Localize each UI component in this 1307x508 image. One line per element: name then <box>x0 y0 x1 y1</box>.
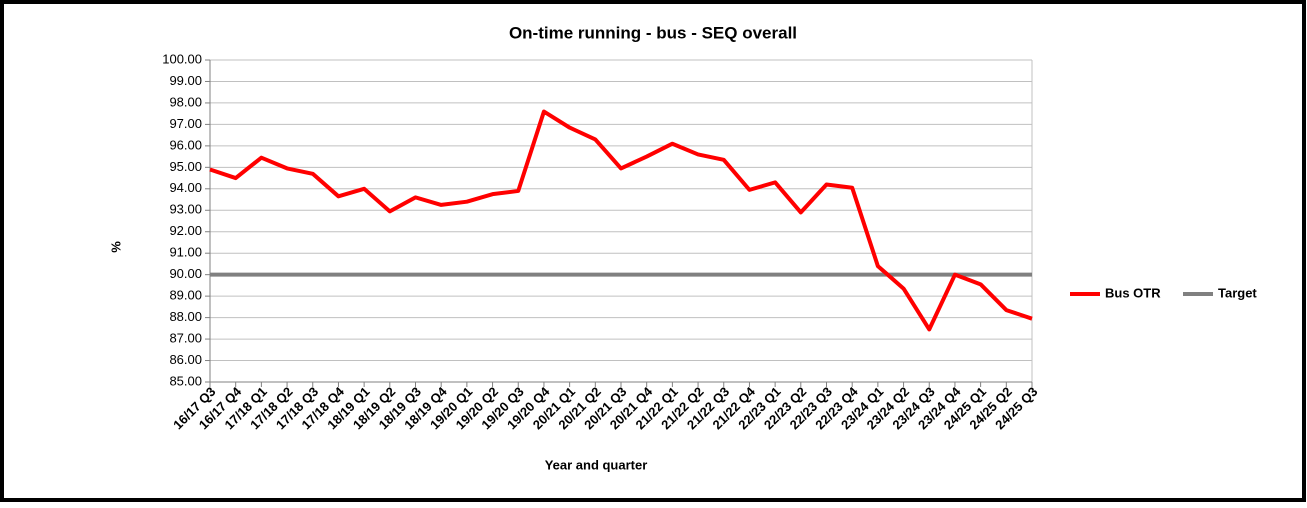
y-tick-label: 100.00 <box>162 51 202 66</box>
y-tick-label: 86.00 <box>169 352 202 367</box>
y-tick-label: 94.00 <box>169 180 202 195</box>
legend-label: Bus OTR <box>1105 285 1161 300</box>
y-tick-label: 91.00 <box>169 245 202 260</box>
y-tick-label: 97.00 <box>169 116 202 131</box>
y-tick-label: 92.00 <box>169 223 202 238</box>
series-line <box>209 109 1033 332</box>
y-tick-label: 89.00 <box>169 288 202 303</box>
y-tick-label: 98.00 <box>169 94 202 109</box>
y-tick-label: 90.00 <box>169 266 202 281</box>
chart-title: On-time running - bus - SEQ overall <box>509 23 797 42</box>
legend-label: Target <box>1218 285 1257 300</box>
y-axis-label: % <box>108 241 123 253</box>
x-axis-label: Year and quarter <box>545 457 648 472</box>
y-tick-label: 88.00 <box>169 309 202 324</box>
y-tick-label: 95.00 <box>169 159 202 174</box>
y-tick-label: 85.00 <box>169 373 202 388</box>
y-tick-label: 93.00 <box>169 202 202 217</box>
y-tick-label: 87.00 <box>169 331 202 346</box>
y-tick-label: 96.00 <box>169 137 202 152</box>
y-tick-label: 99.00 <box>169 73 202 88</box>
